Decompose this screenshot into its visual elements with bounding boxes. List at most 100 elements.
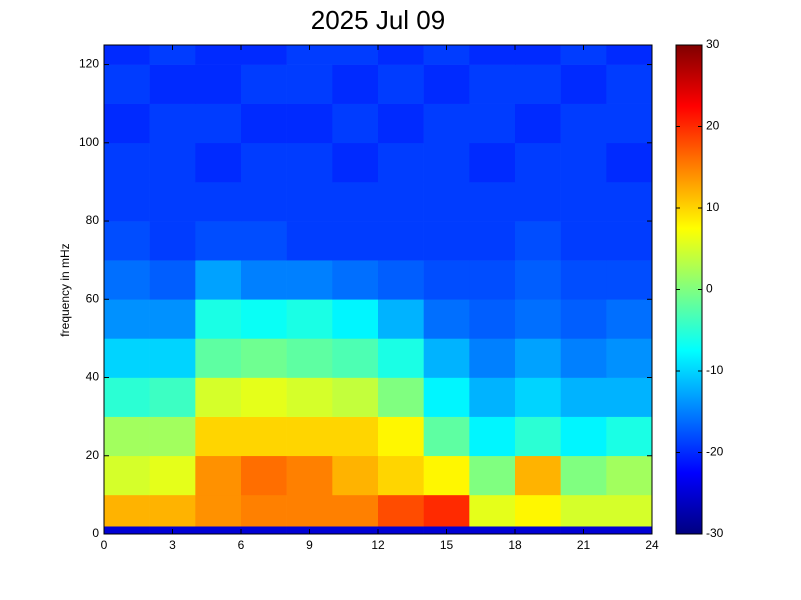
heatmap-cell <box>149 64 196 104</box>
x-tick-label: 15 <box>440 538 454 552</box>
heatmap-cell <box>469 45 516 65</box>
heatmap-cell <box>104 416 150 457</box>
y-tick-label: 20 <box>86 448 100 462</box>
heatmap-cell <box>332 103 379 144</box>
heatmap-cell <box>560 338 607 378</box>
heatmap-cell <box>195 64 242 104</box>
heatmap-cell <box>423 103 470 144</box>
heatmap-cell <box>515 142 561 183</box>
heatmap-cell <box>195 45 242 65</box>
heatmap-cell <box>560 416 607 457</box>
heatmap-cell <box>515 494 561 527</box>
chart-title: 2025 Jul 09 <box>311 5 445 35</box>
heatmap-cell <box>606 142 653 183</box>
heatmap-cell <box>515 45 561 65</box>
colorbar-tick-label: 0 <box>706 282 713 296</box>
heatmap-cell <box>515 181 561 222</box>
heatmap-cell <box>286 299 333 339</box>
heatmap-cell <box>286 455 333 496</box>
heatmap-cell <box>560 64 607 104</box>
heatmap-cell <box>560 103 607 144</box>
heatmap-cell <box>104 45 150 65</box>
heatmap-cell <box>149 416 196 457</box>
heatmap-cell <box>149 494 196 527</box>
heatmap-cell <box>286 260 333 300</box>
y-tick-label: 40 <box>86 370 100 384</box>
heatmap-cell <box>149 338 196 378</box>
y-tick-label: 100 <box>79 135 99 149</box>
heatmap-cell <box>469 377 516 417</box>
heatmap-cell <box>149 181 196 222</box>
heatmap-cell <box>286 377 333 417</box>
heatmap-cell <box>378 494 424 527</box>
heatmap-cell <box>241 260 287 300</box>
heatmap-cell <box>606 221 653 261</box>
heatmap-cell <box>378 416 424 457</box>
x-tick-label: 6 <box>238 538 245 552</box>
heatmap-cell <box>515 103 561 144</box>
heatmap-cell <box>104 142 150 183</box>
heatmap-cell <box>378 526 424 535</box>
heatmap-cell <box>515 299 561 339</box>
heatmap-cell <box>423 455 470 496</box>
heatmap-cell <box>104 260 150 300</box>
heatmap-cell <box>195 103 242 144</box>
heatmap-cell <box>515 64 561 104</box>
heatmap-cell <box>423 260 470 300</box>
heatmap-cell <box>423 45 470 65</box>
heatmap-cell <box>286 64 333 104</box>
y-tick-label: 0 <box>92 526 99 540</box>
heatmap-cell <box>104 181 150 222</box>
heatmap-cell <box>195 299 242 339</box>
heatmap-cell <box>560 142 607 183</box>
heatmap-cell <box>606 45 653 65</box>
heatmap-cell <box>469 526 516 535</box>
heatmap-cell <box>286 494 333 527</box>
heatmap-cell <box>378 260 424 300</box>
heatmap-cell <box>104 338 150 378</box>
heatmap-cell <box>560 377 607 417</box>
heatmap-cell <box>606 494 653 527</box>
heatmap-cell <box>149 103 196 144</box>
heatmap-cell <box>423 221 470 261</box>
heatmap-cell <box>149 221 196 261</box>
heatmap-cell <box>332 260 379 300</box>
heatmap-cell <box>469 338 516 378</box>
heatmap-cell <box>606 103 653 144</box>
heatmap-cell <box>241 64 287 104</box>
heatmap-cell <box>469 260 516 300</box>
heatmap-cell <box>104 494 150 527</box>
heatmap-cell <box>469 455 516 496</box>
heatmap-cell <box>149 142 196 183</box>
heatmap-cell <box>332 455 379 496</box>
heatmap-cell <box>241 455 287 496</box>
heatmap-cell <box>560 45 607 65</box>
y-tick-label: 80 <box>86 213 100 227</box>
heatmap-cell <box>423 338 470 378</box>
heatmap-cell <box>515 221 561 261</box>
heatmap-cell <box>423 494 470 527</box>
heatmap-cell <box>515 526 561 535</box>
heatmap-cell <box>241 416 287 457</box>
heatmap-cell <box>195 494 242 527</box>
heatmap-cell <box>332 416 379 457</box>
heatmap-cell <box>560 455 607 496</box>
heatmap-cell <box>241 142 287 183</box>
x-tick-label: 0 <box>101 538 108 552</box>
heatmap-cell <box>378 338 424 378</box>
heatmap-cell <box>241 526 287 535</box>
heatmap-cell <box>606 181 653 222</box>
heatmap-cell <box>378 103 424 144</box>
y-tick-label: 60 <box>86 291 100 305</box>
heatmap-cell <box>195 181 242 222</box>
heatmap-cell <box>515 260 561 300</box>
y-tick-label: 120 <box>79 57 99 71</box>
heatmap-cell <box>469 103 516 144</box>
heatmap-cell <box>195 526 242 535</box>
heatmap-cell <box>241 181 287 222</box>
heatmap-cell <box>104 221 150 261</box>
heatmap-cell <box>286 338 333 378</box>
heatmap-cell <box>332 377 379 417</box>
heatmap-cell <box>469 64 516 104</box>
